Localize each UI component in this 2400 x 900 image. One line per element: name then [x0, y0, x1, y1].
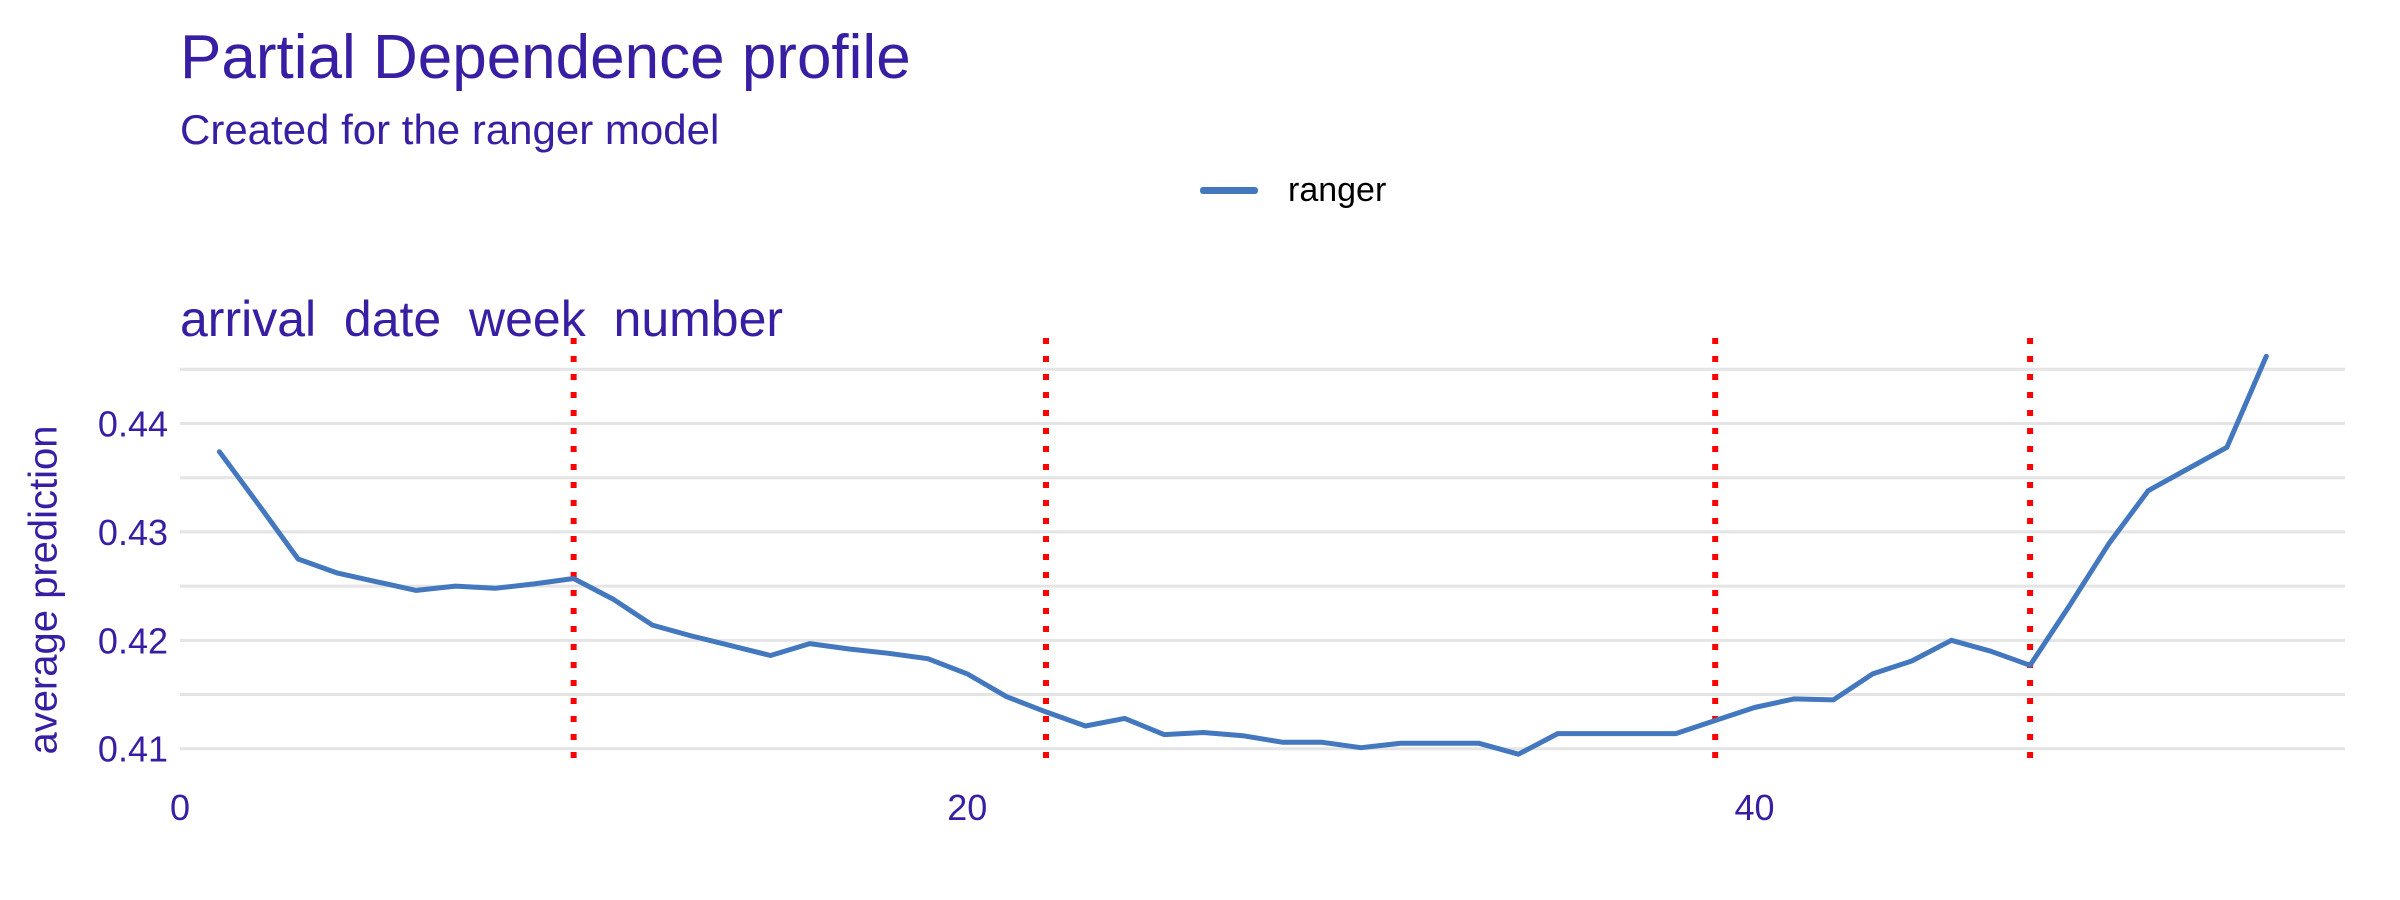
x-tick-labels: 0 20 40: [170, 787, 1775, 828]
x-tick-label: 40: [1735, 787, 1775, 828]
x-tick-label: 0: [170, 787, 190, 828]
y-tick-label: 0.42: [98, 620, 168, 661]
y-tick-labels: 0.41 0.42 0.43 0.44: [98, 403, 168, 769]
y-tick-label: 0.41: [98, 729, 168, 770]
x-tick-label: 20: [947, 787, 987, 828]
y-tick-label: 0.44: [98, 403, 168, 444]
grid-layer: [180, 369, 2345, 748]
y-tick-label: 0.43: [98, 512, 168, 553]
